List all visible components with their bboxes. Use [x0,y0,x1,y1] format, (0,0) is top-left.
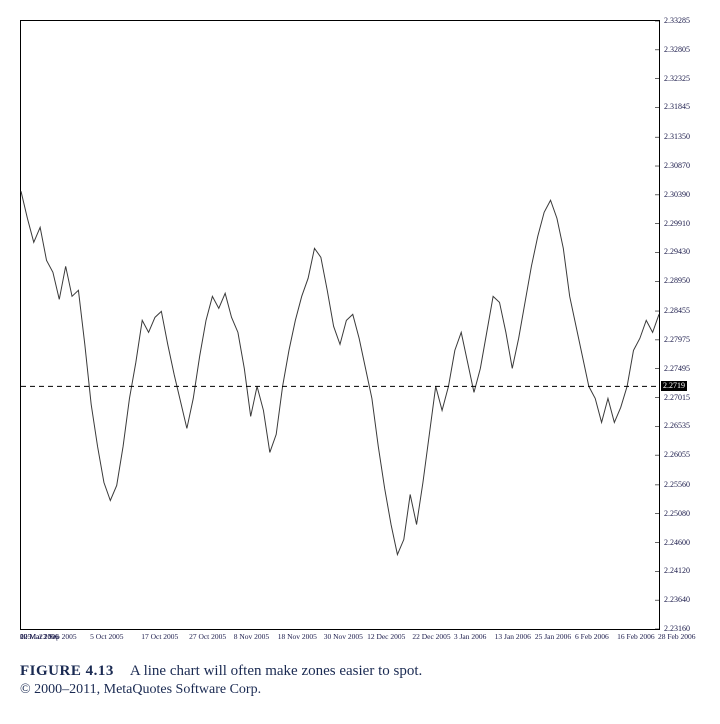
line-chart-svg [20,20,660,630]
y-tick-label: 2.25080 [664,509,690,518]
y-tick-label: 2.31350 [664,132,690,141]
x-tick-label: 22 Mar 2006 [20,632,59,641]
x-tick-label: 3 Jan 2006 [454,632,487,641]
current-price-label: 2.2719 [661,381,687,391]
y-tick-label: 2.26055 [664,450,690,459]
x-tick-label: 16 Feb 2006 [617,632,655,641]
x-tick-label: 18 Nov 2005 [278,632,317,641]
y-tick-label: 2.32325 [664,74,690,83]
figure-caption: FIGURE 4.13 A line chart will often make… [20,662,700,698]
price-line [21,191,659,554]
y-tick-label: 2.23640 [664,595,690,604]
y-tick-label: 2.32805 [664,45,690,54]
x-tick-label: 30 Nov 2005 [324,632,363,641]
y-tick-label: 2.24600 [664,538,690,547]
x-tick-label: 22 Dec 2005 [412,632,450,641]
y-tick-label: 2.30870 [664,161,690,170]
x-tick-label: 13 Jan 2006 [495,632,531,641]
y-tick-label: 2.29910 [664,219,690,228]
y-tick-label: 2.29430 [664,247,690,256]
x-tick-label: 12 Dec 2005 [367,632,405,641]
y-tick-label: 2.26535 [664,421,690,430]
y-tick-label: 2.30390 [664,190,690,199]
y-tick-label: 2.33285 [664,16,690,25]
figure-copyright: © 2000–2011, MetaQuotes Software Corp. [20,682,700,698]
y-tick-label: 2.27015 [664,393,690,402]
page: 2.33285 2.32805 2.32325 2.31845 2.31350 2.308… [0,0,720,724]
x-tick-label: 25 Jan 2006 [535,632,571,641]
figure-description: A line chart will often make zones easie… [130,663,422,679]
x-tick-label: 6 Feb 2006 [575,632,609,641]
x-tick-label: 8 Nov 2005 [234,632,269,641]
y-tick-label: 2.24120 [664,566,690,575]
y-tick-label: 2.31845 [664,102,690,111]
y-tick-label: 2.27975 [664,335,690,344]
x-tick-label: 17 Oct 2005 [141,632,178,641]
figure-label: FIGURE 4.13 [20,663,114,679]
y-tick-label: 2.28950 [664,276,690,285]
chart-container: 2.332852.328052.323252.318452.313502.308… [20,20,700,650]
y-tick-label: 2.27495 [664,364,690,373]
x-tick-label: 27 Oct 2005 [189,632,226,641]
y-tick-label: 2.25560 [664,480,690,489]
x-tick-label: 28 Feb 2006 [658,632,696,641]
x-tick-label: 5 Oct 2005 [90,632,123,641]
y-tick-label: 2.28455 [664,306,690,315]
